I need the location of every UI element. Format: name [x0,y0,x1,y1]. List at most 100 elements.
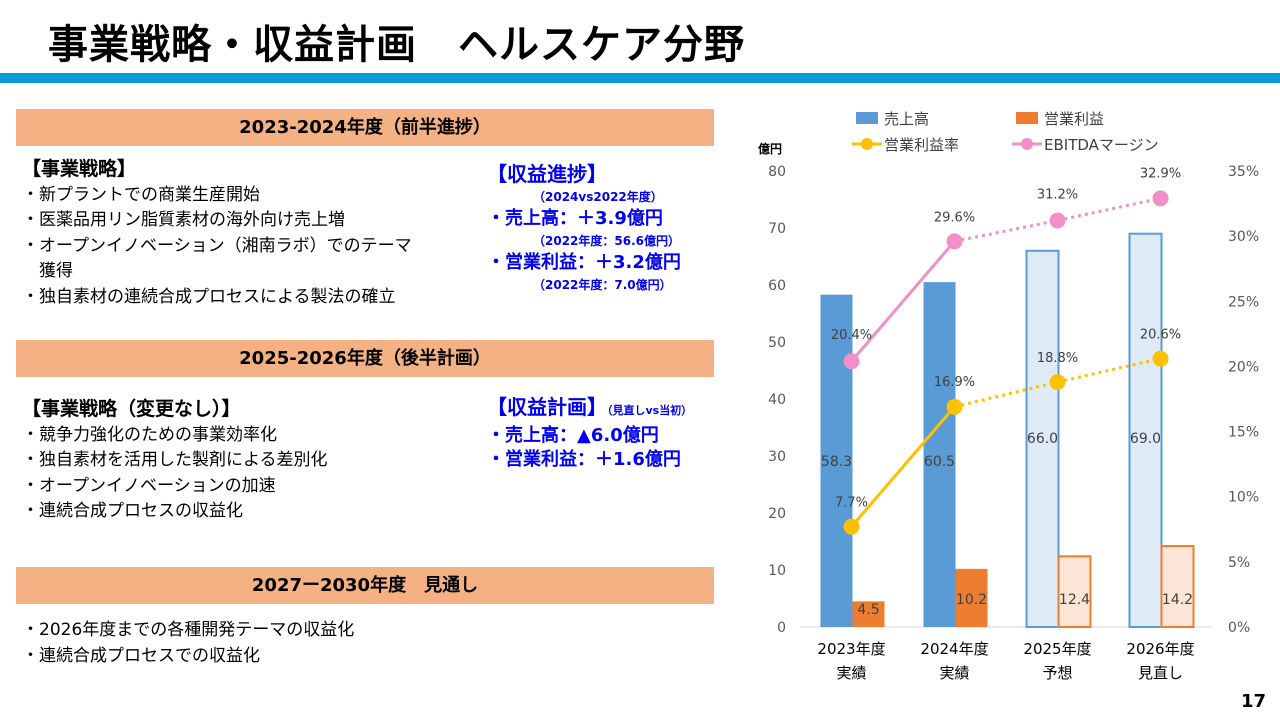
y-tick-label: 10 [768,563,786,579]
ebitda-margin-point [1152,190,1169,207]
ebitda-margin-point [1049,212,1066,229]
y2-tick-label: 0% [1228,620,1250,636]
outlook-item: ・2026年度までの各種開発テーマの収益化 [22,620,355,640]
y2-tick-label: 35% [1228,164,1259,180]
legend-label: 営業利益 [1044,110,1104,128]
legend-label: EBITDAマージン [1044,136,1159,154]
y2-tick-label: 30% [1228,229,1259,245]
strategy-heading: 【事業戦略】 [22,158,137,180]
y-axis-label: 億円 [758,141,782,156]
profit-bar [1160,545,1195,628]
operating-margin-point [1152,350,1169,367]
ebitda-margin-line-segment [850,240,956,363]
operating-margin-point [946,398,963,415]
strategy-item: ・オープンイノベーション（湘南ラボ）でのテーマ [22,235,412,256]
legend-swatch [1021,138,1033,150]
ebitda-margin-data-label: 20.4% [831,328,872,343]
profit-data-label: 10.2 [956,592,987,608]
profit-bar [852,601,885,627]
y-tick-label: 50 [768,335,786,351]
sales-bar [820,294,853,627]
sales-data-label: 58.3 [821,454,852,470]
outlook-item: ・連続合成プロセスでの収益化 [22,645,260,666]
operating-margin-data-label: 18.8% [1037,351,1078,366]
progress-sales: ・売上高：＋3.9億円 [487,208,663,229]
progress-profit: ・営業利益：＋3.2億円 [487,252,681,273]
plan-note: （見直しvs当初） [607,404,693,417]
sales-data-label: 69.0 [1130,431,1161,447]
ebitda-margin-data-label: 29.6% [934,210,975,225]
sales-data-label: 60.5 [924,454,955,470]
x-tick-label: 実績 [939,664,969,682]
x-tick-label: 2025年度 [1023,640,1091,658]
profit-data-label: 14.2 [1162,592,1193,608]
profit-data-label: 12.4 [1059,592,1090,608]
strategy-item: ・新プラントでの商業生産開始 [22,184,260,205]
section-band-2027-2030: 2027ー2030年度 見通し [16,567,714,604]
section-band-2023-2024: 2023-2024年度（前半進捗） [16,109,714,146]
revenue-plan: 【収益計画】（見直しvs当初） ・売上高：▲6.0億円 ・営業利益：＋1.6億円 [487,394,692,472]
operating-margin-point [1049,374,1066,391]
y-tick-label: 60 [768,278,786,294]
x-tick-label: 実績 [836,664,866,682]
operating-margin-data-label: 7.7% [835,496,868,511]
y2-tick-label: 25% [1228,294,1259,310]
y-tick-label: 80 [768,164,786,180]
strategy-item: ・独自素材を活用した製剤による差別化 [22,450,328,471]
profit-data-label: 4.5 [857,602,879,618]
y2-tick-label: 15% [1228,425,1259,441]
plan-sales: ・売上高：▲6.0億円 [487,425,659,446]
x-tick-label: 2026年度 [1126,640,1194,658]
y2-tick-label: 5% [1228,555,1250,571]
sales-data-label: 66.0 [1027,431,1058,447]
y-tick-label: 70 [768,221,786,237]
strategy-heading: 【事業戦略（変更なし）】 [22,398,241,420]
plan-heading: 【収益計画】 [487,395,607,419]
strategy-item: ・連続合成プロセスの収益化 [22,501,243,522]
strategy-item: 獲得 [22,261,73,282]
operating-margin-data-label: 16.9% [934,375,975,390]
strategy-list-2025-2026: 【事業戦略（変更なし）】 ・競争力強化のための事業効率化 ・独自素材を活用した製… [22,397,328,525]
sales-bar [1128,232,1163,628]
profit-bar [955,568,988,627]
strategy-item: ・医薬品用リン脂質素材の海外向け売上増 [22,210,345,231]
y2-tick-label: 10% [1228,490,1259,506]
legend-swatch [1016,112,1038,124]
legend-swatch [856,112,878,124]
x-tick-label: 見直し [1138,664,1183,682]
legend-label: 売上高 [884,110,929,128]
progress-profit-note: （2022年度：7.0億円） [533,278,672,292]
progress-sales-note: （2022年度：56.6億円） [533,234,681,248]
sales-bar [923,282,956,627]
page-title: 事業戦略・収益計画 ヘルスケア分野 [48,22,745,68]
y-tick-label: 30 [768,449,786,465]
legend-label: 営業利益率 [884,136,959,154]
section-band-2025-2026: 2025-2026年度（後半計画） [16,340,714,377]
title-underline [0,73,1280,83]
ebitda-margin-data-label: 32.9% [1140,166,1181,181]
y-tick-label: 0 [777,620,786,636]
progress-heading: 【収益進捗】 [487,162,607,186]
x-tick-label: 2024年度 [920,640,988,658]
outlook-list-2027-2030: ・2026年度までの各種開発テーマの収益化 ・連続合成プロセスでの収益化 [22,618,354,669]
y-tick-label: 40 [768,392,786,408]
ebitda-margin-data-label: 31.2% [1037,188,1078,203]
ebitda-margin-point [946,233,963,250]
profit-bar [1057,555,1092,629]
y2-tick-label: 20% [1228,359,1259,375]
legend-swatch [861,138,873,150]
operating-margin-point [843,518,860,535]
strategy-item: ・競争力強化のための事業効率化 [22,424,277,445]
strategy-item: ・独自素材の連続合成プロセスによる製法の確立 [22,286,396,307]
plan-profit: ・営業利益：＋1.6億円 [487,449,681,470]
strategy-list-2023-2024: 【事業戦略】 ・新プラントでの商業生産開始 ・医薬品用リン脂質素材の海外向け売上… [22,157,412,311]
progress-compare: （2024vs2022年度） [533,190,663,204]
strategy-item: ・オープンイノベーションの加速 [22,475,276,496]
sales-bar [1025,249,1060,629]
operating-margin-line-segment [850,405,956,528]
revenue-progress: 【収益進捗】 （2024vs2022年度） ・売上高：＋3.9億円 （2022年… [487,161,681,295]
x-tick-label: 予想 [1042,664,1072,682]
x-tick-label: 2023年度 [817,640,885,658]
ebitda-margin-point [843,353,860,370]
